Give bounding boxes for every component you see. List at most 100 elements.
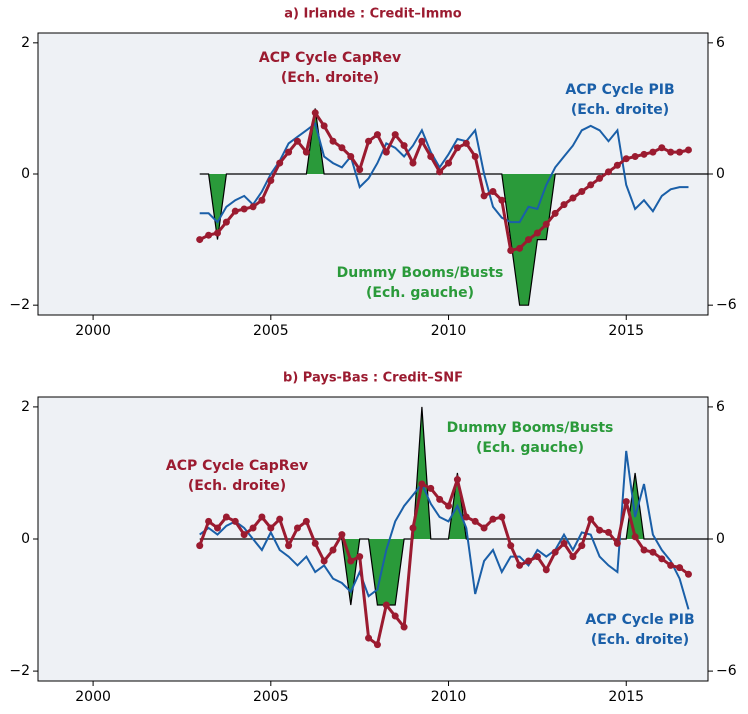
- marker: [320, 122, 328, 130]
- marker: [436, 495, 444, 503]
- marker: [525, 236, 533, 244]
- marker: [365, 634, 373, 642]
- marker: [285, 542, 293, 550]
- y2-tick-label: 0: [716, 166, 725, 182]
- marker: [240, 531, 248, 539]
- marker: [409, 524, 417, 532]
- marker: [453, 144, 461, 152]
- x-tick-label: 2000: [75, 689, 111, 705]
- x-tick-label: 2015: [608, 323, 644, 339]
- marker: [276, 515, 284, 523]
- marker: [498, 196, 506, 204]
- marker: [533, 553, 541, 561]
- marker: [338, 531, 346, 539]
- annotation: (Ech. droite): [571, 102, 669, 118]
- marker: [347, 557, 355, 565]
- annotation: (Ech. gauche): [366, 285, 474, 301]
- marker: [222, 218, 230, 226]
- marker: [427, 153, 435, 161]
- x-tick-label: 2010: [431, 323, 467, 339]
- marker: [658, 144, 666, 152]
- marker: [684, 146, 692, 154]
- marker: [453, 476, 461, 484]
- marker: [649, 148, 657, 156]
- marker: [436, 168, 444, 176]
- marker: [373, 641, 381, 649]
- marker: [418, 137, 426, 145]
- x-tick-label: 2005: [253, 323, 289, 339]
- y2-tick-label: −6: [716, 663, 737, 679]
- marker: [640, 546, 648, 554]
- marker: [213, 524, 221, 532]
- marker: [596, 526, 604, 534]
- marker: [347, 153, 355, 161]
- marker: [258, 513, 266, 521]
- marker: [560, 201, 568, 209]
- marker: [258, 196, 266, 204]
- marker: [631, 533, 639, 541]
- marker: [462, 513, 470, 521]
- marker: [285, 148, 293, 156]
- marker: [249, 203, 257, 211]
- y-tick-label: 2: [21, 35, 30, 51]
- marker: [462, 139, 470, 147]
- marker: [329, 546, 337, 554]
- x-tick-label: 2015: [608, 689, 644, 705]
- marker: [471, 517, 479, 525]
- marker: [596, 174, 604, 182]
- marker: [507, 542, 515, 550]
- marker: [613, 539, 621, 547]
- marker: [293, 137, 301, 145]
- marker: [222, 513, 230, 521]
- marker: [587, 181, 595, 189]
- marker: [542, 566, 550, 574]
- marker: [471, 153, 479, 161]
- marker: [551, 209, 559, 217]
- marker: [391, 131, 399, 139]
- marker: [382, 148, 390, 156]
- x-tick-label: 2000: [75, 323, 111, 339]
- chart-title: b) Pays-Bas : Credit–SNF: [283, 371, 463, 386]
- marker: [409, 159, 417, 167]
- annotation: ACP Cycle PIB: [565, 82, 674, 98]
- y2-tick-label: 6: [716, 399, 725, 415]
- annotation: ACP Cycle CapRev: [166, 458, 308, 474]
- marker: [427, 484, 435, 492]
- x-tick-label: 2005: [253, 689, 289, 705]
- marker: [311, 539, 319, 547]
- marker: [293, 524, 301, 532]
- marker: [684, 570, 692, 578]
- marker: [676, 148, 684, 156]
- marker: [622, 155, 630, 163]
- marker: [311, 109, 319, 117]
- marker: [365, 137, 373, 145]
- marker: [516, 244, 524, 252]
- marker: [196, 542, 204, 550]
- y2-tick-label: −6: [716, 297, 737, 313]
- marker: [560, 539, 568, 547]
- area-outline: [199, 108, 708, 306]
- marker: [578, 187, 586, 195]
- annotation: Dummy Booms/Busts: [447, 420, 614, 436]
- marker: [356, 166, 364, 174]
- marker: [302, 517, 310, 525]
- marker: [302, 148, 310, 156]
- marker: [418, 480, 426, 488]
- marker: [604, 528, 612, 536]
- marker: [231, 517, 239, 525]
- marker: [382, 601, 390, 609]
- marker: [267, 524, 275, 532]
- marker: [480, 524, 488, 532]
- y2-tick-label: 6: [716, 35, 725, 51]
- annotation: (Ech. droite): [591, 632, 689, 648]
- marker: [489, 187, 497, 195]
- marker: [276, 159, 284, 167]
- marker: [676, 564, 684, 572]
- marker: [445, 159, 453, 167]
- marker: [622, 498, 630, 506]
- marker: [578, 542, 586, 550]
- marker: [604, 168, 612, 176]
- marker: [587, 515, 595, 523]
- marker: [489, 515, 497, 523]
